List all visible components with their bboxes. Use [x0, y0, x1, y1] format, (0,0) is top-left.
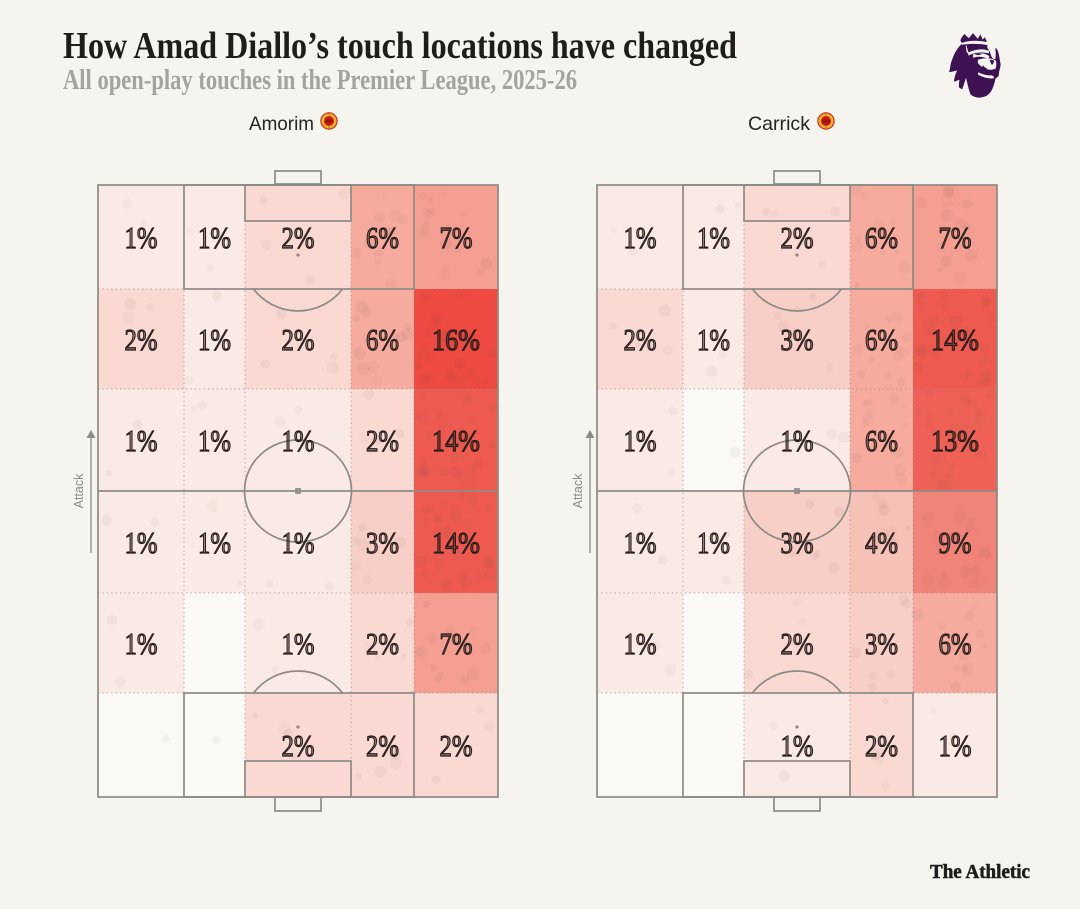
svg-text:1%: 1% [198, 322, 231, 357]
svg-text:2%: 2% [865, 728, 898, 763]
svg-text:6%: 6% [865, 220, 898, 255]
svg-text:2%: 2% [440, 728, 473, 763]
svg-text:7%: 7% [939, 220, 972, 255]
svg-text:2%: 2% [781, 220, 814, 255]
svg-text:Amorim: Amorim [249, 113, 314, 135]
svg-text:2%: 2% [781, 626, 814, 661]
svg-text:14%: 14% [432, 525, 480, 560]
svg-text:1%: 1% [125, 525, 158, 560]
svg-text:Carrick: Carrick [748, 113, 810, 135]
svg-text:3%: 3% [781, 525, 814, 560]
svg-text:3%: 3% [781, 322, 814, 357]
svg-text:6%: 6% [865, 322, 898, 357]
svg-text:The Athletic: The Athletic [930, 861, 1030, 883]
svg-text:1%: 1% [282, 423, 315, 458]
svg-text:1%: 1% [939, 728, 972, 763]
svg-text:1%: 1% [624, 626, 657, 661]
svg-text:1%: 1% [624, 525, 657, 560]
svg-text:1%: 1% [697, 322, 730, 357]
svg-text:1%: 1% [781, 423, 814, 458]
svg-text:1%: 1% [624, 220, 657, 255]
svg-text:2%: 2% [282, 220, 315, 255]
svg-text:2%: 2% [366, 728, 399, 763]
svg-text:1%: 1% [282, 626, 315, 661]
svg-text:3%: 3% [366, 525, 399, 560]
svg-text:13%: 13% [931, 423, 979, 458]
svg-text:1%: 1% [781, 728, 814, 763]
svg-text:1%: 1% [198, 220, 231, 255]
svg-text:1%: 1% [125, 220, 158, 255]
svg-text:16%: 16% [432, 322, 480, 357]
svg-text:2%: 2% [282, 322, 315, 357]
svg-text:2%: 2% [282, 728, 315, 763]
svg-text:14%: 14% [931, 322, 979, 357]
svg-text:1%: 1% [125, 423, 158, 458]
svg-text:2%: 2% [624, 322, 657, 357]
svg-text:6%: 6% [865, 423, 898, 458]
svg-text:6%: 6% [366, 322, 399, 357]
svg-text:1%: 1% [697, 220, 730, 255]
svg-text:2%: 2% [366, 626, 399, 661]
svg-text:9%: 9% [939, 525, 972, 560]
svg-text:3%: 3% [865, 626, 898, 661]
svg-text:How Amad Diallo’s touch locati: How Amad Diallo’s touch locations have c… [63, 25, 737, 67]
svg-text:1%: 1% [198, 525, 231, 560]
svg-text:All open-play touches in the P: All open-play touches in the Premier Lea… [63, 65, 577, 96]
svg-text:6%: 6% [939, 626, 972, 661]
svg-text:2%: 2% [125, 322, 158, 357]
svg-text:1%: 1% [697, 525, 730, 560]
svg-text:1%: 1% [282, 525, 315, 560]
svg-text:1%: 1% [198, 423, 231, 458]
svg-text:1%: 1% [125, 626, 158, 661]
svg-text:7%: 7% [440, 220, 473, 255]
svg-text:Attack: Attack [72, 473, 86, 508]
svg-text:2%: 2% [366, 423, 399, 458]
svg-text:Attack: Attack [571, 473, 585, 508]
svg-text:6%: 6% [366, 220, 399, 255]
svg-text:14%: 14% [432, 423, 480, 458]
svg-text:4%: 4% [865, 525, 898, 560]
svg-text:7%: 7% [440, 626, 473, 661]
svg-text:1%: 1% [624, 423, 657, 458]
